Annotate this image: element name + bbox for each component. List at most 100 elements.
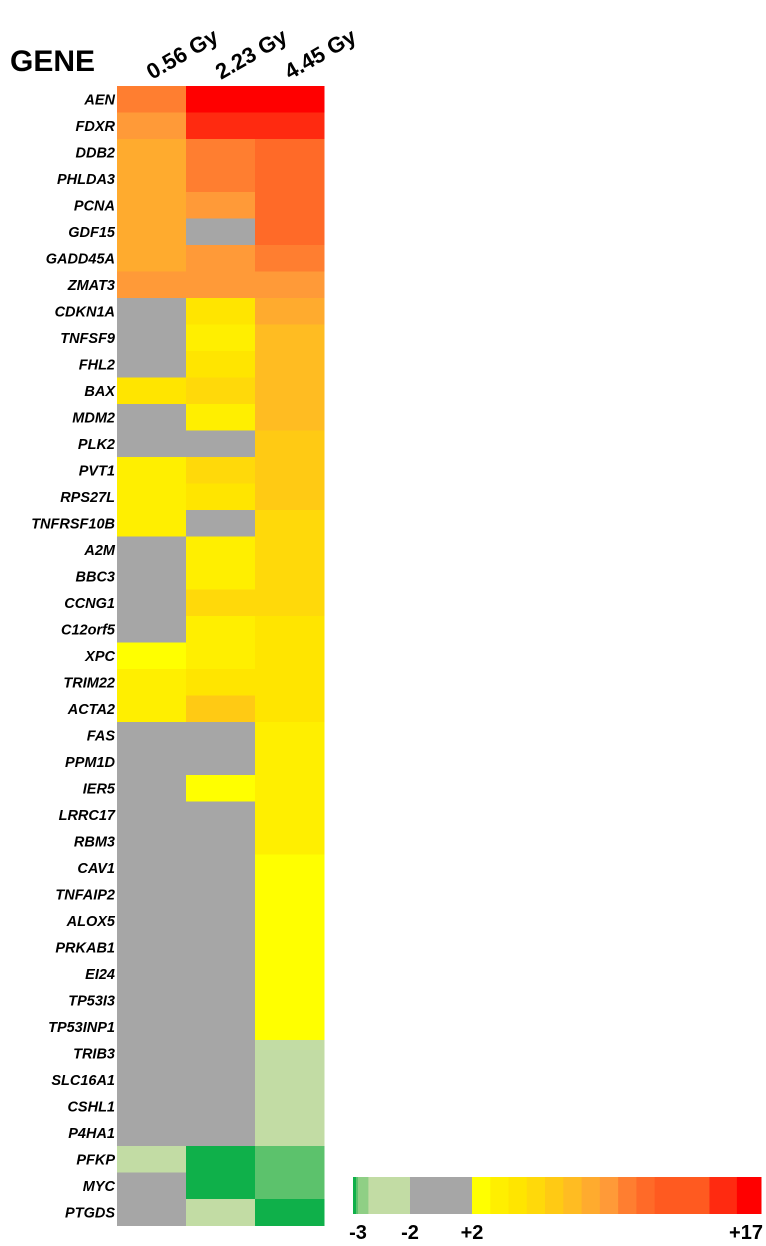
heatmap-cell — [117, 934, 187, 961]
row-label: PFKP — [76, 1152, 115, 1168]
heatmap-cell — [255, 748, 325, 776]
heatmap-cell — [117, 669, 187, 696]
color-scale-segment — [410, 1177, 473, 1214]
color-scale-segment — [636, 1177, 656, 1214]
heatmap-cell — [117, 245, 187, 272]
row-label: BAX — [84, 384, 116, 400]
heatmap-cell — [186, 881, 256, 908]
heatmap-cell — [117, 1172, 187, 1200]
heatmap-cell — [186, 86, 256, 113]
heatmap-cell — [117, 218, 187, 246]
row-labels: AEN FDXR DDB2 PHLDA3 PCNA GDF15 GADD45A ZMAT3 CD… — [31, 92, 116, 1221]
row-label: TRIM22 — [63, 675, 115, 691]
heatmap-cell — [117, 536, 187, 564]
heatmap-cell — [186, 987, 256, 1014]
heatmap-cell — [255, 430, 325, 458]
color-scale-segment — [736, 1177, 762, 1214]
heatmap-cell — [186, 616, 256, 643]
heatmap-cell — [255, 1013, 325, 1041]
heatmap-cell — [255, 324, 325, 352]
color-scale-legend: -3 -2 +2 +17 — [349, 1177, 763, 1244]
column-labels: 0.56 Gy2.23 Gy4.45 Gy — [142, 23, 361, 84]
row-label: XPC — [84, 649, 115, 665]
heatmap-cell — [255, 1040, 325, 1067]
heatmap-cell — [255, 165, 325, 193]
row-label: ZMAT3 — [67, 278, 115, 294]
heatmap-cell — [255, 351, 325, 378]
heatmap-cell — [186, 1013, 256, 1041]
heatmap-cell — [186, 457, 256, 484]
heatmap-cell — [117, 854, 187, 882]
heatmap-cell — [255, 1066, 325, 1094]
heatmap-cell — [186, 775, 256, 802]
heatmap-cell — [117, 483, 187, 511]
heatmap-cell — [255, 271, 325, 299]
row-label: CCNG1 — [64, 596, 115, 612]
column-label: 4.45 Gy — [280, 23, 361, 84]
heatmap-cell — [255, 775, 325, 802]
row-label: TP53INP1 — [48, 1020, 115, 1036]
heatmap-cell — [255, 1093, 325, 1120]
heatmap-cell — [186, 298, 256, 325]
row-label: FAS — [87, 728, 116, 744]
heatmap-cell — [255, 245, 325, 272]
heatmap-cell — [117, 563, 187, 590]
heatmap-cell — [117, 828, 187, 855]
heatmap-cell — [186, 1119, 256, 1147]
color-scale-segment — [353, 1177, 357, 1214]
heatmap-cell — [117, 377, 187, 405]
heatmap-cell — [255, 457, 325, 484]
heatmap-cell — [117, 695, 187, 723]
color-scale-segment — [472, 1177, 491, 1214]
heatmap-cell — [117, 192, 187, 219]
row-label: PTGDS — [65, 1205, 115, 1221]
heatmap-cell — [255, 192, 325, 219]
heatmap-cell — [255, 1119, 325, 1147]
heatmap-cell — [117, 987, 187, 1014]
heatmap-cell — [255, 987, 325, 1014]
heatmap-cell — [117, 775, 187, 802]
heatmap-cell — [255, 881, 325, 908]
heatmap-cell — [117, 642, 187, 670]
row-label: SLC16A1 — [51, 1073, 115, 1089]
heatmap-cell — [186, 351, 256, 378]
heatmap-cell — [117, 960, 187, 988]
heatmap-cell — [186, 536, 256, 564]
row-label: BBC3 — [76, 569, 115, 585]
heatmap-cell — [117, 1093, 187, 1120]
row-label: CSHL1 — [67, 1099, 115, 1115]
heatmap-cell — [255, 669, 325, 696]
heatmap-cell — [186, 1172, 256, 1200]
heatmap-cell — [255, 563, 325, 590]
heatmap-cell — [117, 616, 187, 643]
row-label: TNFSF9 — [60, 331, 115, 347]
heatmap-cell — [117, 589, 187, 617]
row-label: A2M — [83, 543, 116, 559]
row-label: AEN — [83, 92, 115, 108]
row-label: ACTA2 — [67, 702, 115, 718]
heatmap-cell — [186, 854, 256, 882]
heatmap-cell — [186, 1066, 256, 1094]
color-scale-segment — [356, 1177, 359, 1214]
heatmap-cell — [186, 589, 256, 617]
heatmap-cell — [186, 1199, 256, 1226]
color-scale-segment — [599, 1177, 619, 1214]
row-label: PVT1 — [79, 463, 115, 479]
heatmap-cell — [255, 695, 325, 723]
row-label: GADD45A — [46, 251, 115, 267]
heatmap-cell — [186, 404, 256, 431]
column-label: 0.56 Gy — [142, 23, 223, 84]
heatmap-cell — [255, 536, 325, 564]
row-label: LRRC17 — [59, 808, 116, 824]
row-label: PRKAB1 — [55, 940, 115, 956]
heatmap-cell — [186, 1093, 256, 1120]
heatmap-cell — [255, 828, 325, 855]
row-label: ALOX5 — [66, 914, 116, 930]
heatmap-cell — [255, 642, 325, 670]
heatmap-cell — [255, 510, 325, 537]
color-scale-segment — [563, 1177, 583, 1214]
row-label: FDXR — [76, 119, 116, 135]
heatmap-cell — [255, 589, 325, 617]
heatmap-cell — [117, 907, 187, 935]
